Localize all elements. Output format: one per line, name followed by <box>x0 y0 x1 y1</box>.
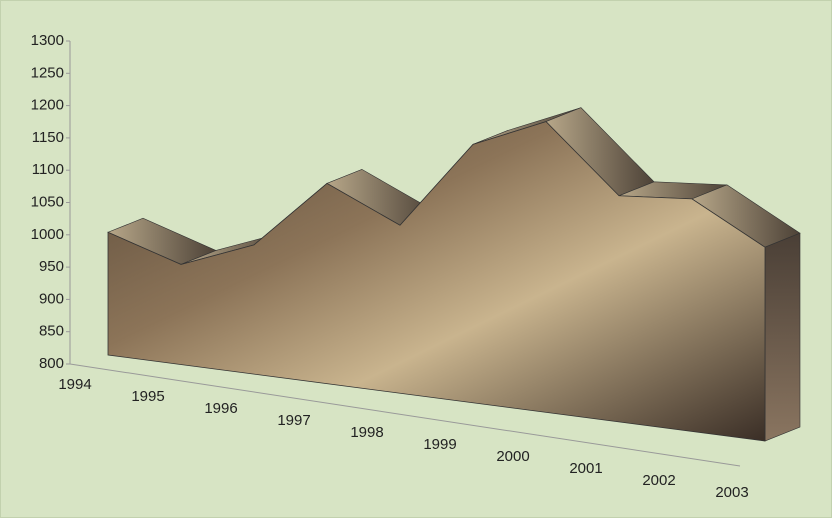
y-tick-label: 1300 <box>31 32 64 49</box>
y-tick-label: 900 <box>39 290 64 307</box>
x-tick-label: 2000 <box>496 448 529 465</box>
area-side-face <box>765 233 800 441</box>
area <box>108 122 765 441</box>
x-tick-label: 1994 <box>58 376 91 393</box>
y-tick-label: 1200 <box>31 97 64 114</box>
x-tick-label: 1997 <box>277 412 310 429</box>
y-tick-label: 1150 <box>32 129 64 146</box>
x-tick-label: 1999 <box>423 436 456 453</box>
y-tick-label: 1100 <box>32 161 64 178</box>
x-tick-label: 1998 <box>350 424 383 441</box>
y-tick-label: 800 <box>39 355 64 372</box>
y-tick-label: 850 <box>39 323 64 340</box>
y-tick-label: 1250 <box>31 64 64 81</box>
y-tick-label: 1050 <box>31 193 64 210</box>
x-tick-label: 1995 <box>131 388 164 405</box>
chart: 800 850 900 950 1000 1050 1100 1150 1200 1250 1300… <box>0 0 832 518</box>
x-tick-label: 2001 <box>569 460 602 477</box>
y-tick-label: 1000 <box>31 226 64 243</box>
x-tick-label: 2002 <box>642 472 675 489</box>
y-tick-label: 950 <box>39 258 64 275</box>
x-tick-label: 2003 <box>715 484 748 501</box>
x-tick-label: 1996 <box>204 400 237 417</box>
